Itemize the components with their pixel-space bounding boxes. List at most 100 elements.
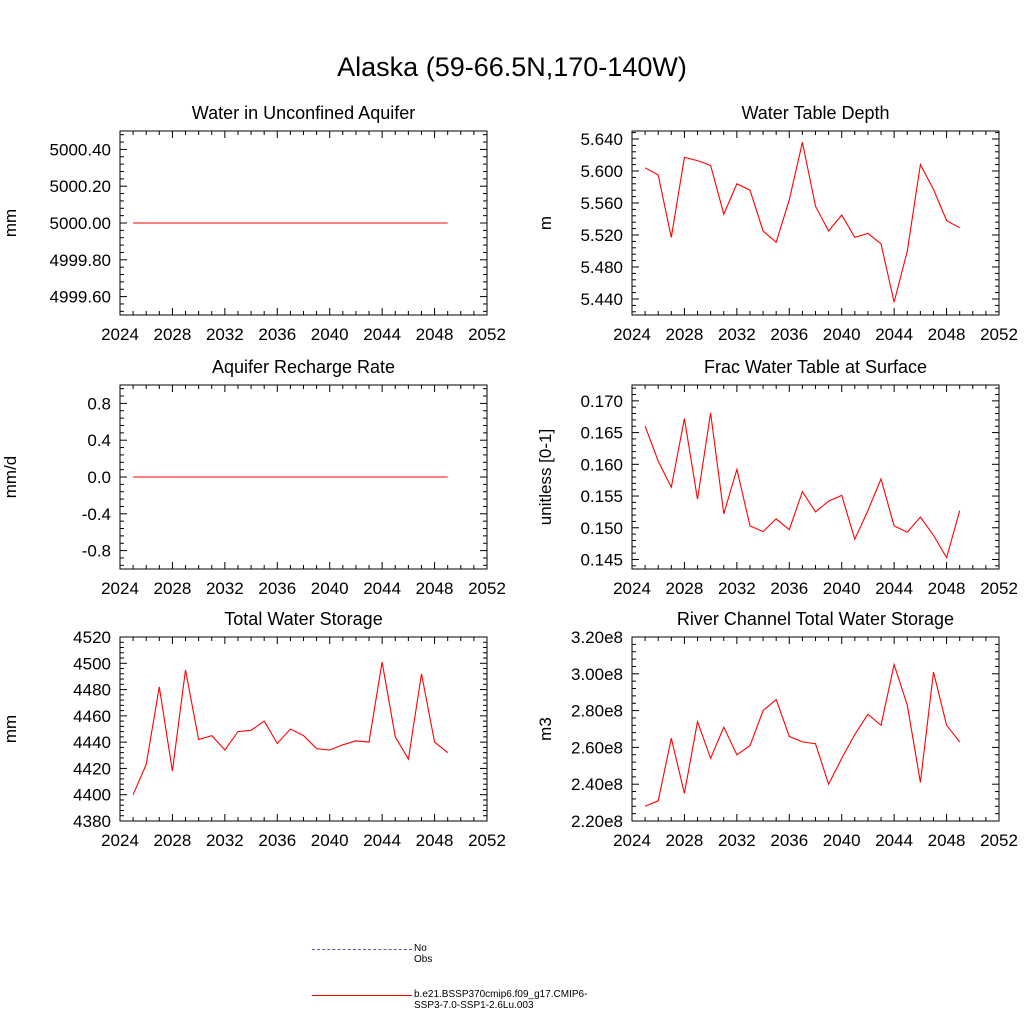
series-line: [644, 662, 961, 807]
y-tick-label: 2.60e8: [571, 738, 623, 757]
x-tick-label: 2044: [363, 831, 401, 850]
y-tick-label: 4380: [73, 812, 111, 831]
y-tick-label: 3.00e8: [571, 665, 623, 684]
y-tick-label: 0.150: [580, 519, 623, 538]
chart-panel-6: River Channel Total Water Storage 2024 202…: [536, 609, 1018, 850]
x-tick-label: 2048: [416, 831, 454, 850]
y-tick-label: 4400: [73, 786, 111, 805]
y-tick-label: 5000.00: [50, 214, 111, 233]
x-tick-label: 2036: [258, 831, 296, 850]
x-tick-label: 2036: [258, 579, 296, 598]
x-tick-label: 2032: [718, 325, 756, 344]
chart-title: River Channel Total Water Storage: [677, 609, 954, 629]
y-tick-label: 2.80e8: [571, 702, 623, 721]
y-axis-label: m3: [536, 717, 555, 741]
chart-title: Total Water Storage: [224, 609, 382, 629]
x-tick-label: 2024: [613, 579, 651, 598]
y-tick-label: 0.8: [87, 394, 111, 413]
x-tick-label: 2044: [875, 579, 913, 598]
x-tick-label: 2052: [468, 831, 506, 850]
chart-panel-2: Water Table Depth 2024 2028 2032 2036 2040 204…: [536, 103, 1018, 344]
y-tick-label: 5000.40: [50, 140, 111, 159]
x-tick-label: 2028: [154, 325, 192, 344]
y-axis-label: mm/d: [1, 456, 20, 499]
y-tick-label: 0.160: [580, 455, 623, 474]
x-tick-label: 2052: [468, 579, 506, 598]
y-tick-label: -0.8: [82, 542, 111, 561]
x-tick-label: 2028: [154, 831, 192, 850]
x-tick-label: 2044: [363, 325, 401, 344]
x-tick-label: 2048: [928, 579, 966, 598]
y-tick-label: 4420: [73, 759, 111, 778]
x-tick-label: 2024: [613, 325, 651, 344]
x-tick-label: 2032: [718, 579, 756, 598]
x-tick-label: 2040: [311, 325, 349, 344]
chart-title: Frac Water Table at Surface: [704, 357, 927, 377]
x-tick-label: 2048: [416, 579, 454, 598]
x-tick-label: 2040: [823, 579, 861, 598]
legend-obs-line: [312, 949, 412, 950]
x-tick-label: 2052: [980, 831, 1018, 850]
y-tick-label: 0.165: [580, 424, 623, 443]
y-axis-label: mm: [1, 715, 20, 743]
x-tick-label: 2044: [875, 831, 913, 850]
chart-title: Aquifer Recharge Rate: [212, 357, 395, 377]
y-tick-label: 0.0: [87, 468, 111, 487]
x-tick-label: 2052: [468, 325, 506, 344]
series-line: [644, 142, 960, 303]
y-tick-label: 5.640: [580, 130, 623, 149]
y-tick-label: -0.4: [82, 505, 111, 524]
x-tick-label: 2036: [770, 579, 808, 598]
plot-frame: [631, 384, 1000, 570]
x-tick-label: 2040: [823, 325, 861, 344]
y-tick-label: 4460: [73, 707, 111, 726]
x-tick-label: 2044: [363, 579, 401, 598]
x-tick-label: 2032: [206, 325, 244, 344]
y-tick-label: 0.145: [580, 550, 623, 569]
x-tick-label: 2052: [980, 579, 1018, 598]
chart-panel-1: Water in Unconfined Aquifer 2024 2028 2032 2…: [1, 103, 506, 344]
x-tick-label: 2028: [666, 579, 704, 598]
y-tick-label: 4500: [73, 654, 111, 673]
page-title: Alaska (59-66.5N,170-140W): [337, 52, 687, 82]
chart-title: Water Table Depth: [741, 103, 889, 123]
x-tick-label: 2048: [928, 831, 966, 850]
x-tick-label: 2024: [101, 831, 139, 850]
y-tick-label: 0.155: [580, 487, 623, 506]
y-tick-label: 5.600: [580, 162, 623, 181]
y-tick-label: 5000.20: [50, 177, 111, 196]
y-tick-label: 4999.80: [50, 251, 111, 270]
y-tick-label: 4520: [73, 628, 111, 647]
x-tick-label: 2052: [980, 325, 1018, 344]
chart-panel-4: Frac Water Table at Surface 2024 2028 2032 2…: [536, 357, 1018, 598]
x-tick-label: 2048: [928, 325, 966, 344]
y-tick-label: 4480: [73, 681, 111, 700]
y-tick-label: 5.480: [580, 258, 623, 277]
x-tick-label: 2040: [311, 831, 349, 850]
legend-model-line: [312, 995, 412, 996]
plot-frame: [631, 636, 1000, 822]
y-axis-label: m: [536, 216, 555, 230]
y-axis-label: unitless [0-1]: [536, 429, 555, 525]
x-tick-label: 2036: [258, 325, 296, 344]
y-tick-label: 5.440: [580, 290, 623, 309]
x-tick-label: 2024: [613, 831, 651, 850]
y-tick-label: 4999.60: [50, 288, 111, 307]
x-tick-label: 2024: [101, 579, 139, 598]
x-tick-label: 2040: [823, 831, 861, 850]
x-tick-label: 2036: [770, 325, 808, 344]
y-tick-label: 2.40e8: [571, 775, 623, 794]
chart-title: Water in Unconfined Aquifer: [192, 103, 415, 123]
y-tick-label: 3.20e8: [571, 628, 623, 647]
x-tick-label: 2032: [718, 831, 756, 850]
x-tick-label: 2044: [875, 325, 913, 344]
chart-panel-3: Aquifer Recharge Rate 2024 2028 2032 2036 204…: [1, 357, 506, 598]
series-line: [644, 412, 961, 559]
y-tick-label: 0.170: [580, 392, 623, 411]
legend-obs-label: No Obs: [414, 943, 433, 965]
y-tick-label: 2.20e8: [571, 812, 623, 831]
series-line: [132, 661, 449, 795]
y-tick-label: 0.4: [87, 431, 111, 450]
y-tick-label: 4440: [73, 733, 111, 752]
